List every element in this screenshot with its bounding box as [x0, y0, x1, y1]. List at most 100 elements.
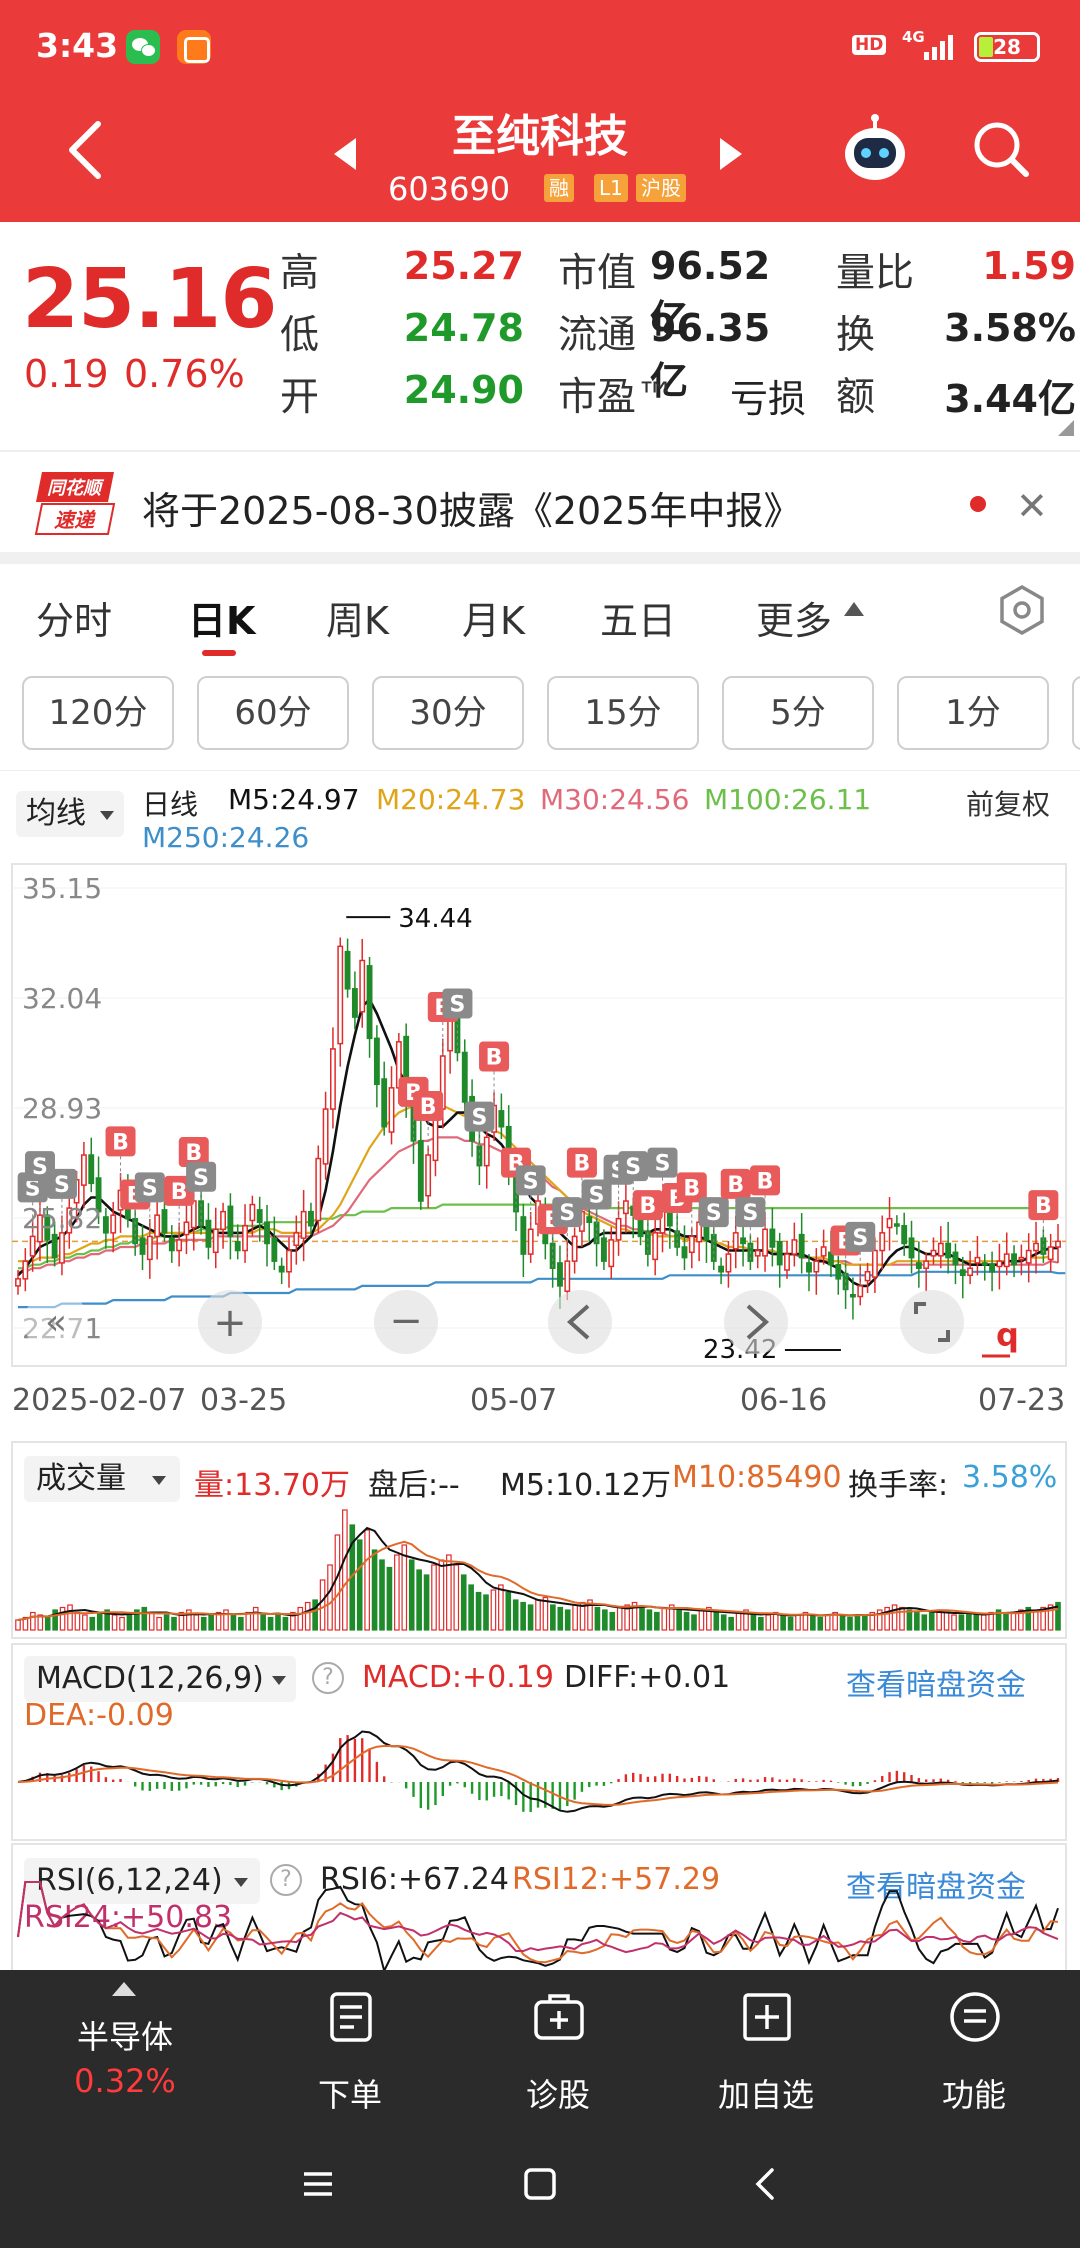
minute-button-60[interactable]: 60分	[197, 676, 349, 750]
dea-line	[17, 1745, 1059, 1806]
dropdown-caret-icon	[272, 1676, 286, 1685]
tab-intraday[interactable]: 分时	[36, 599, 113, 643]
y-axis-ticks: 35.15 32.04 28.93 25.82 22.71	[22, 872, 102, 1345]
zoom-in-button[interactable]	[198, 1290, 262, 1354]
candle-body	[849, 1294, 856, 1298]
candle-body	[600, 1237, 607, 1262]
next-stock-button[interactable]	[716, 136, 746, 172]
minute-button-30[interactable]: 30分	[372, 676, 524, 750]
back-button[interactable]	[56, 112, 116, 188]
dark-pool-link[interactable]: 查看暗盘资金	[846, 1668, 1026, 1703]
tab-weekly-k[interactable]: 周K	[326, 599, 389, 643]
menu-icon[interactable]	[290, 2156, 346, 2212]
scroll-left-button[interactable]	[548, 1290, 612, 1354]
order-button[interactable]: 下单	[250, 1970, 450, 2120]
volume-bar	[557, 1606, 564, 1631]
candle-body	[952, 1251, 959, 1266]
scroll-right-button[interactable]	[724, 1290, 788, 1354]
close-icon[interactable]: ✕	[1016, 484, 1048, 528]
volume-bar	[594, 1606, 601, 1631]
chart-overlay-controls: « + − q	[24, 1290, 1019, 1358]
candle-body	[886, 1217, 893, 1229]
settings-hexagon-icon[interactable]	[996, 584, 1048, 636]
candle-body	[923, 1260, 930, 1269]
help-icon[interactable]: ?	[270, 1864, 302, 1896]
tab-five-day[interactable]: 五日	[600, 599, 677, 643]
section-divider	[0, 552, 1080, 564]
minute-button-5[interactable]: 5分	[722, 676, 874, 750]
minute-button-more[interactable]	[1072, 676, 1080, 750]
candle-body	[198, 1200, 205, 1227]
volume-bar	[364, 1529, 370, 1631]
tab-daily-k[interactable]: 日K	[188, 599, 256, 643]
ma-dropdown[interactable]: 均线	[16, 791, 124, 837]
macd-dropdown[interactable]: MACD(12,26,9)	[24, 1656, 296, 1702]
prev-stock-button[interactable]	[330, 136, 360, 172]
search-icon[interactable]	[970, 118, 1032, 180]
x-tick-label: 03-25	[200, 1383, 287, 1418]
adjust-mode[interactable]: 前复权	[966, 788, 1051, 821]
rsi12-line	[17, 1881, 1059, 1964]
volume-bar	[260, 1614, 266, 1631]
candle-body	[37, 1214, 43, 1243]
functions-button[interactable]: 功能	[874, 1970, 1074, 2120]
volume-bar	[646, 1609, 653, 1631]
volume-bar	[817, 1616, 824, 1631]
volume-bar	[951, 1614, 957, 1631]
quote-summary[interactable]: 25.16 0.19 0.76% 高 25.27 低 24.78 开 24.90…	[0, 222, 1080, 450]
tab-more[interactable]: 更多	[756, 599, 833, 643]
mktcap-value: 96.52亿	[650, 244, 771, 341]
minute-button-120[interactable]: 120分	[22, 676, 174, 750]
diagnose-button[interactable]: 诊股	[458, 1970, 658, 2120]
macd-panel[interactable]: MACD(12,26,9) ? MACD:+0.19 DIFF:+0.01 查看…	[0, 1642, 1080, 1842]
candle-body	[989, 1263, 996, 1273]
zoom-out-button[interactable]	[374, 1290, 438, 1354]
candle-body	[51, 1233, 58, 1259]
volume-panel[interactable]: 成交量 量:13.70万 盘后:-- M5:10.12万 M10:85490 换…	[0, 1440, 1080, 1640]
notice-text[interactable]: 将于2025-08-30披露《2025年中报》	[142, 489, 802, 533]
candle-body	[1055, 1240, 1061, 1248]
volume-bar	[616, 1606, 623, 1631]
volume-bar	[394, 1554, 400, 1631]
volume-bar	[1047, 1604, 1054, 1631]
minute-button-15[interactable]: 15分	[547, 676, 699, 750]
tab-monthly-k[interactable]: 月K	[462, 599, 525, 643]
add-watchlist-button[interactable]: 加自选	[666, 1970, 866, 2120]
expand-quote-icon[interactable]	[1058, 420, 1074, 436]
home-icon[interactable]	[512, 2156, 568, 2212]
volume-bar	[995, 1609, 1002, 1631]
order-label: 下单	[317, 2076, 382, 2114]
kline-chart[interactable]: SSSBBSBBSBBBSSBBSBSBSSSBSBBSBSBBSB 35.15…	[0, 858, 1080, 1418]
rsi6-value: RSI6:+67.24	[320, 1862, 509, 1897]
back-icon[interactable]	[738, 2156, 794, 2212]
line-type-label: 日线	[142, 788, 199, 821]
candle-body	[769, 1228, 776, 1248]
sector-button[interactable]: 半导体 0.32%	[0, 1970, 200, 2120]
signal-label: S	[25, 1176, 41, 1201]
minute-button-1[interactable]: 1分	[897, 676, 1049, 750]
dark-pool-link[interactable]: 查看暗盘资金	[846, 1870, 1026, 1905]
volume-bar	[134, 1609, 140, 1631]
volume-bar	[824, 1614, 831, 1631]
unread-dot	[970, 496, 986, 512]
volume-bar	[750, 1614, 757, 1631]
candle-body	[234, 1240, 241, 1252]
notice-banner[interactable]: 同花顺 速递 将于2025-08-30披露《2025年中报》 ✕	[0, 450, 1080, 552]
volume-bar	[245, 1611, 252, 1631]
candle-body	[571, 1235, 578, 1262]
volume-bars	[15, 1509, 1061, 1631]
help-icon[interactable]: ?	[312, 1662, 344, 1694]
zoom-out-far-button[interactable]	[24, 1290, 88, 1354]
rsi-panel[interactable]: RSI(6,12,24) ? RSI6:+67.24 RSI12:+57.29 …	[0, 1842, 1080, 1970]
pe-value: 亏损	[729, 377, 806, 421]
ma30-value: M30:24.56	[540, 783, 690, 816]
fullscreen-button[interactable]	[900, 1290, 964, 1354]
volume-dropdown[interactable]: 成交量	[24, 1456, 180, 1502]
active-tab-indicator	[202, 650, 236, 656]
rsi-dropdown[interactable]: RSI(6,12,24)	[24, 1858, 260, 1904]
candle-body	[644, 1230, 651, 1255]
volume-bar	[973, 1614, 980, 1631]
diff-value: DIFF:+0.01	[564, 1660, 731, 1695]
robot-assistant-icon[interactable]	[838, 112, 912, 186]
system-nav-bar	[0, 2120, 1080, 2248]
